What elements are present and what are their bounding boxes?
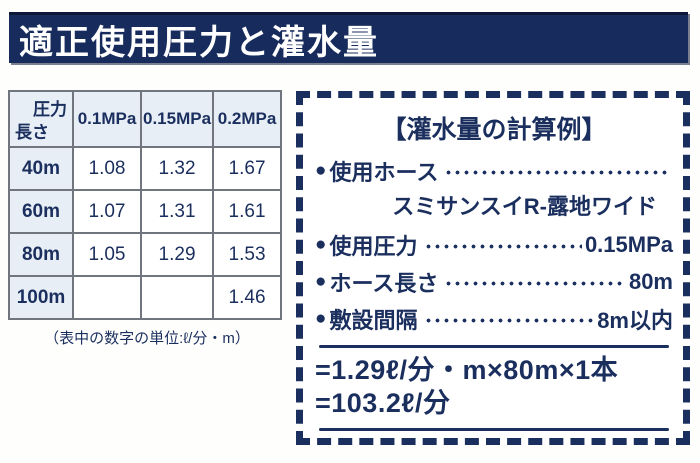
page-title: 適正使用圧力と灌水量 (19, 23, 379, 62)
table-corner-cell: 圧力 長さ (8, 90, 74, 148)
result-bottom-rule (319, 428, 669, 431)
table-cell: 1.05 (72, 232, 142, 277)
row-header-40m: 40m (8, 146, 74, 191)
corner-label-length: 長さ (15, 123, 49, 142)
calc-item-length: ● ホース長さ 80m (315, 263, 673, 300)
dot-leader (444, 170, 670, 175)
bullet-icon: ● (315, 307, 327, 329)
dot-leader (423, 244, 582, 249)
table-cell: 1.53 (212, 232, 283, 277)
table-cell-not-applicable (72, 275, 142, 320)
table-cell-not-applicable (139, 275, 215, 320)
bullet-icon: ● (315, 233, 327, 255)
calc-item-label: ホース長さ (329, 270, 439, 296)
table-cell: 1.61 (212, 189, 283, 234)
calc-item-label: 使用ホース (329, 159, 439, 185)
calc-item-value: 8m以内 (597, 307, 673, 333)
table-header-row: 圧力 長さ 0.1MPa 0.15MPa 0.2MPa (8, 90, 283, 148)
table-cell: 1.08 (72, 146, 142, 191)
calc-item-hose: ● 使用ホース (315, 152, 673, 189)
col-header-0.2mpa: 0.2MPa (212, 90, 283, 148)
table-cell: 1.29 (139, 232, 215, 277)
corner-label-pressure: 圧力 (33, 100, 67, 119)
table-row: 80m 1.05 1.29 1.53 (8, 232, 283, 277)
result-top-rule (319, 345, 669, 348)
row-header-100m: 100m (8, 275, 74, 320)
hose-product-name: スミサンスイR-露地ワイド (392, 194, 657, 219)
col-header-0.1mpa: 0.1MPa (72, 90, 142, 148)
calc-box-title: 【灌水量の計算例】 (381, 116, 607, 144)
table-cell: 1.46 (212, 275, 283, 320)
row-header-80m: 80m (8, 232, 74, 277)
table-row: 60m 1.07 1.31 1.61 (8, 189, 283, 234)
calc-item-label: 敷設間隔 (329, 307, 418, 333)
formula-line-2: =103.2ℓ/分 (315, 388, 451, 418)
pressure-flow-table: 圧力 長さ 0.1MPa 0.15MPa 0.2MPa 40m 1.08 1.3… (8, 90, 283, 320)
table-row: 40m 1.08 1.32 1.67 (8, 146, 283, 191)
dot-leader (423, 318, 595, 323)
row-header-60m: 60m (8, 189, 74, 234)
table-cell: 1.67 (212, 146, 283, 191)
table-cell: 1.32 (139, 146, 215, 191)
calc-item-value: 0.15MPa (584, 231, 673, 257)
table-cell: 1.31 (139, 189, 215, 234)
dot-leader (444, 281, 626, 286)
table-cell: 1.07 (72, 189, 142, 234)
calculation-example-box: 【灌水量の計算例】 ● 使用ホース スミサンスイR-露地ワイド ● 使用圧力 0… (296, 91, 690, 445)
formula-line-1: =1.29ℓ/分・m×80m×1本 (315, 355, 619, 385)
bullet-icon: ● (315, 159, 327, 181)
calc-item-value: 80m (628, 268, 673, 294)
page-title-bar: 適正使用圧力と灌水量 (9, 12, 688, 63)
table-row: 100m 1.46 (8, 275, 283, 320)
calc-item-pressure: ● 使用圧力 0.15MPa (315, 226, 673, 263)
calc-item-spacing: ● 敷設間隔 8m以内 (315, 300, 673, 337)
bullet-icon: ● (315, 270, 327, 292)
table-unit-note: （表中の数字の単位:ℓ/分・m） (44, 330, 250, 347)
calc-item-label: 使用圧力 (329, 233, 418, 259)
col-header-0.15mpa: 0.15MPa (139, 90, 215, 148)
